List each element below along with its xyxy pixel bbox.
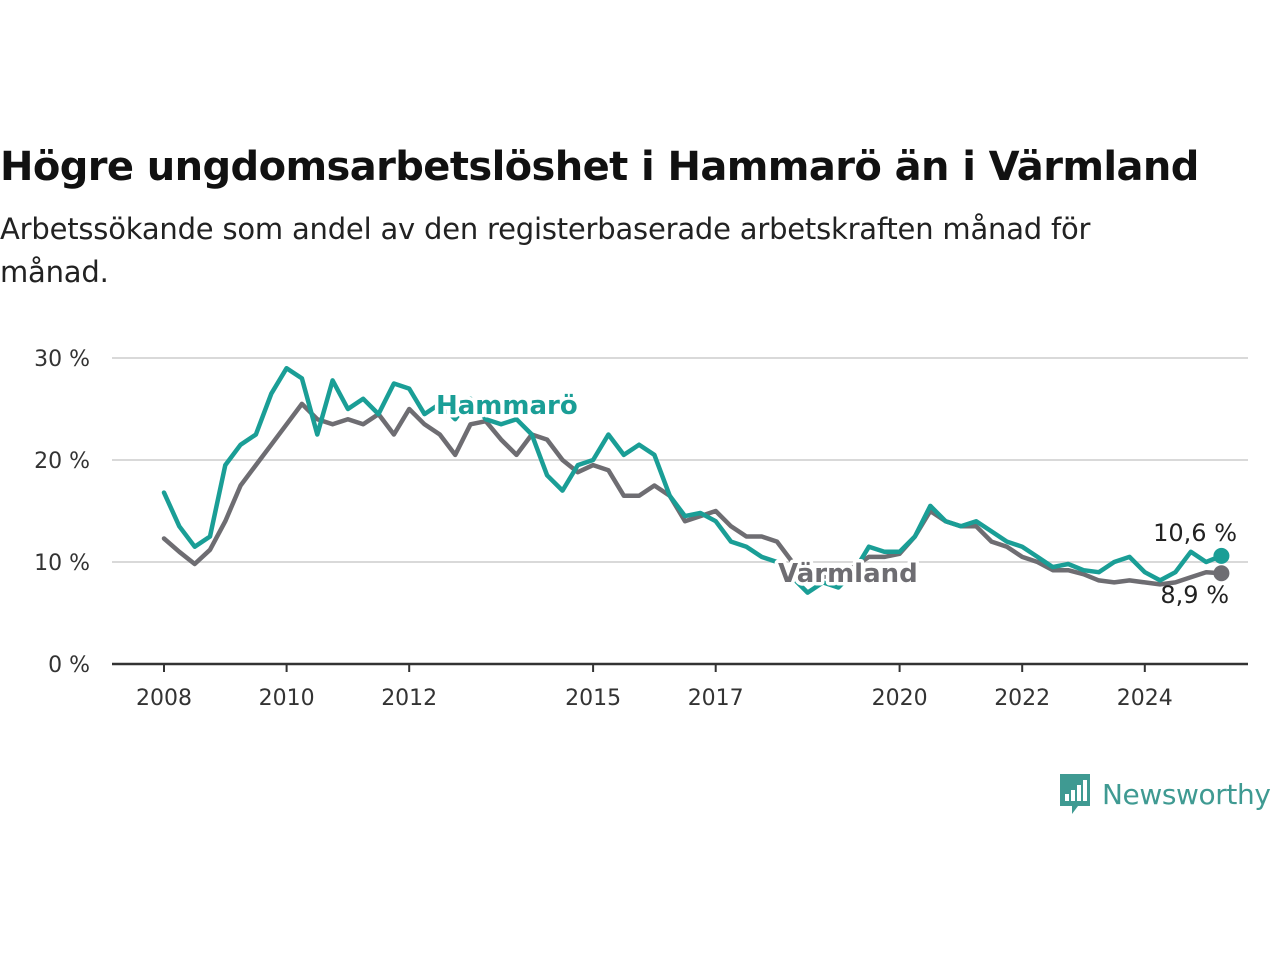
y-tick-label: 20 % — [34, 449, 90, 474]
brand-name: Newsworthy — [1102, 777, 1271, 811]
x-tick-label: 2008 — [136, 686, 192, 711]
y-tick-label: 30 % — [34, 347, 90, 372]
y-tick-label: 10 % — [34, 551, 90, 576]
chart-subtitle: Arbetssökande som andel av den registerb… — [0, 212, 1091, 289]
line-chart: 0 % 10 % 20 % 30 % 2008 2010 2012 2015 2017 2020 2… — [34, 347, 1248, 711]
x-tick-label: 2022 — [994, 686, 1050, 711]
newsworthy-brand: Newsworthy — [1058, 772, 1271, 816]
end-point-varmland — [1213, 565, 1230, 582]
series-lines — [161, 365, 1230, 595]
end-point-hammaro — [1213, 547, 1230, 564]
x-tick-label: 2024 — [1117, 686, 1173, 711]
x-axis — [112, 662, 1248, 672]
series-line-hammaro — [161, 365, 1224, 595]
end-value-label-varmland: 8,9 % — [1160, 581, 1229, 609]
series-label-hammaro: Hammarö — [436, 391, 578, 421]
series-line-varmland — [161, 401, 1224, 587]
y-tick-label: 0 % — [48, 653, 90, 678]
x-tick-label: 2017 — [688, 686, 744, 711]
labels: 0 % 10 % 20 % 30 % 2008 2010 2012 2015 2017 2020 2… — [34, 347, 1237, 711]
end-value-label-hammaro: 10,6 % — [1153, 519, 1237, 547]
x-tick-label: 2010 — [259, 686, 315, 711]
x-tick-label: 2015 — [565, 686, 621, 711]
x-tick-label: 2012 — [381, 686, 437, 711]
chart-title: Högre ungdomsarbetslöshet i Hammarö än i… — [0, 144, 1199, 190]
grid-lines — [112, 357, 1248, 563]
series-label-varmland: Värmland — [778, 559, 918, 589]
x-tick-label: 2020 — [872, 686, 928, 711]
newsworthy-logo-icon — [1060, 774, 1090, 814]
